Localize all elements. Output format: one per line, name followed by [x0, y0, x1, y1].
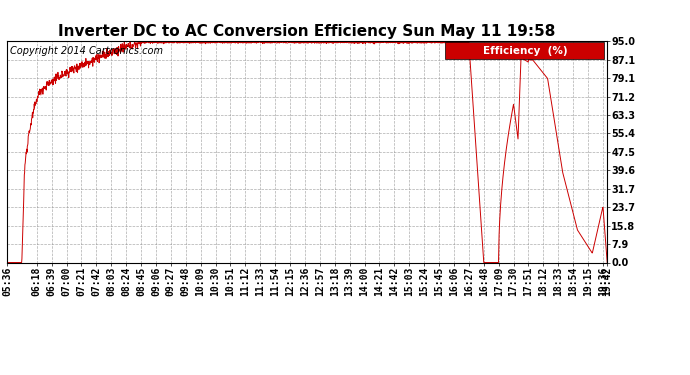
FancyBboxPatch shape	[445, 42, 604, 59]
Title: Inverter DC to AC Conversion Efficiency Sun May 11 19:58: Inverter DC to AC Conversion Efficiency …	[59, 24, 555, 39]
Text: Efficiency  (%): Efficiency (%)	[482, 46, 567, 56]
Text: Copyright 2014 Cartronics.com: Copyright 2014 Cartronics.com	[10, 46, 163, 56]
